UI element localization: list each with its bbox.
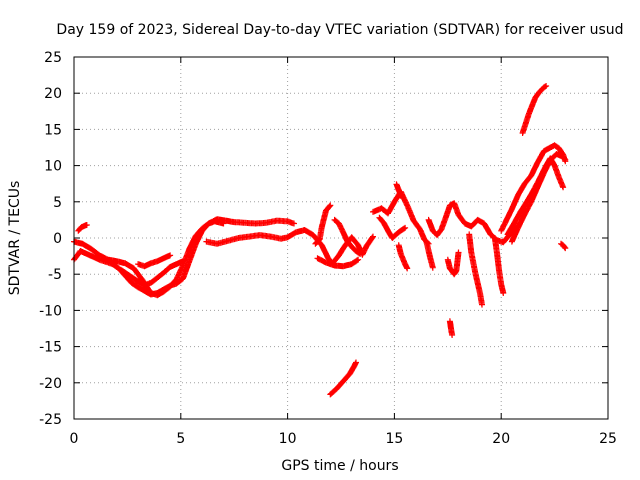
data-point-markers [393,181,406,202]
chart-title: Day 159 of 2023, Sidereal Day-to-day VTE… [56,22,623,38]
data-series-segment [118,258,186,289]
x-tick-label: 15 [385,431,403,447]
data-point-markers [118,258,186,289]
data-point-markers [331,216,364,257]
data-point-markers [444,249,462,278]
data-point-markers [558,240,569,252]
y-tick-label: 5 [53,195,62,211]
data-series-segment [446,318,456,338]
data-series-segment [423,238,436,271]
data-series-segment [425,200,520,246]
data-point-markers [466,231,485,308]
x-tick-label: 20 [492,431,510,447]
data-point-markers [312,202,334,247]
y-axis-label: SDTVAR / TECUs [7,181,23,296]
y-tick-label: 20 [44,86,62,102]
x-tick-label: 25 [599,431,617,447]
y-tick-label: -15 [39,340,62,356]
data-point-markers [519,83,550,136]
data-series-segment [376,214,409,241]
data-point-markers [75,222,90,234]
data-series-segment [327,359,359,398]
data-series-segment [312,202,334,247]
y-tick-label: 15 [44,122,62,138]
data-point-markers [135,252,174,270]
x-tick-label: 5 [176,431,185,447]
data-points [71,83,569,398]
data-series-segment [444,249,462,278]
data-series-segment [491,235,507,296]
y-tick-label: 0 [53,231,62,247]
data-series-segment [498,142,569,234]
data-series-segment [393,181,406,202]
y-tick-label: -5 [48,267,62,283]
data-point-markers [508,151,569,245]
grid [74,57,608,419]
data-series-segment [135,252,174,270]
data-point-markers [446,318,456,338]
y-tick-label: 25 [44,50,62,66]
data-point-markers [498,142,569,234]
data-series-segment [395,242,411,272]
data-series-segment [75,222,90,234]
data-point-markers [425,200,520,246]
data-point-markers [376,214,409,241]
x-tick-label: 0 [70,431,79,447]
data-point-markers [423,238,436,271]
y-tick-label: -25 [39,412,62,428]
y-tick-label: -20 [39,376,62,392]
y-tick-label: 10 [44,159,62,175]
data-series-segment [558,240,569,252]
data-series-segment [331,216,364,257]
data-point-markers [491,235,507,296]
data-point-markers [327,359,359,398]
data-series-segment [519,83,550,136]
ticks: 0 5 10 15 20 25 -25 -20 -15 -10 -5 0 5 10 15 20 25 [39,50,617,447]
data-point-markers [314,255,362,270]
y-tick-label: -10 [39,303,62,319]
x-tick-label: 10 [279,431,297,447]
data-series-segment [466,231,485,308]
data-point-markers [395,242,411,272]
x-axis-label: GPS time / hours [281,458,398,474]
data-series-segment [508,151,569,245]
data-series-segment [314,255,362,270]
